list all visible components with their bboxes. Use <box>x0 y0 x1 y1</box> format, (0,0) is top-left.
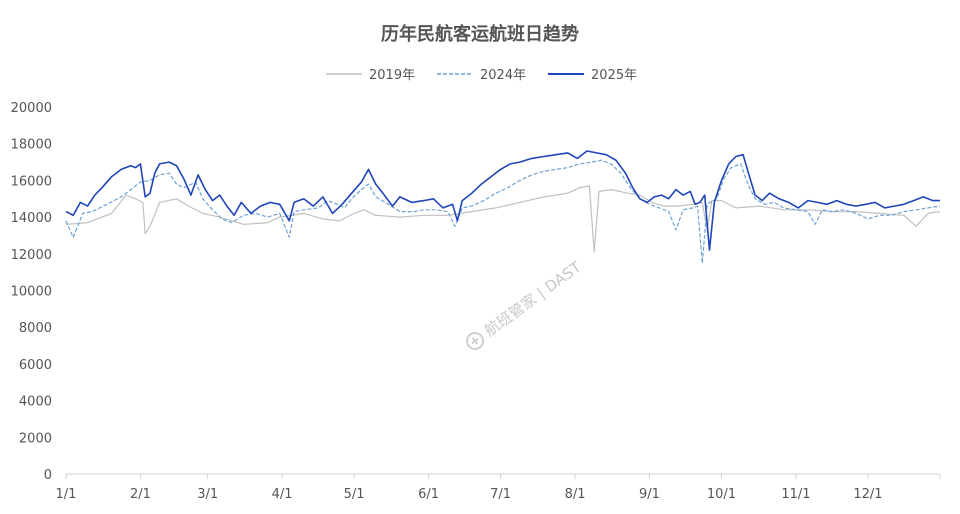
x-tick-label: 5/1 <box>344 487 365 502</box>
y-tick-label: 10000 <box>11 285 52 300</box>
chart-title: 历年民航客运航班日趋势 <box>381 23 579 45</box>
x-tick-label: 6/1 <box>418 487 439 502</box>
legend-label: 2025年 <box>591 68 637 83</box>
y-tick-label: 12000 <box>11 248 52 263</box>
y-tick-label: 14000 <box>11 211 52 226</box>
y-axis: 0 2000 4000 6000 8000 10000 12000 14000 16000 180… <box>11 101 52 483</box>
plane-icon <box>471 337 479 345</box>
legend: 2019年 2024年 2025年 <box>326 68 637 83</box>
series-line-2025年 <box>65 150 940 251</box>
legend-label: 2024年 <box>480 68 526 83</box>
x-tick-label: 7/1 <box>490 487 511 502</box>
x-tick-label: 10/1 <box>707 487 736 502</box>
y-tick-label: 16000 <box>11 174 52 189</box>
y-tick-label: 4000 <box>19 395 52 410</box>
x-tick-label: 12/1 <box>853 487 882 502</box>
y-tick-label: 0 <box>44 468 52 483</box>
x-tick-label: 4/1 <box>272 487 293 502</box>
watermark: 航班管家 | DAST <box>466 257 585 350</box>
x-tick-label: 3/1 <box>197 487 218 502</box>
x-tick-label: 9/1 <box>639 487 660 502</box>
watermark-text: 航班管家 | DAST <box>481 257 585 340</box>
y-tick-label: 2000 <box>19 431 52 446</box>
y-tick-label: 20000 <box>11 101 52 116</box>
y-tick-label: 6000 <box>19 358 52 373</box>
series-layer <box>65 150 941 264</box>
x-tick-label: 2/1 <box>130 487 151 502</box>
y-tick-label: 8000 <box>19 321 52 336</box>
x-axis: 1/1 2/1 3/1 4/1 5/1 6/1 7/1 8/1 9/1 10/1 11/1 12/1 <box>56 473 941 502</box>
series-line-2024年 <box>65 159 941 264</box>
series-line-2019年 <box>65 185 941 253</box>
x-tick-label: 8/1 <box>565 487 586 502</box>
x-tick-label: 1/1 <box>56 487 77 502</box>
y-tick-label: 18000 <box>11 138 52 153</box>
watermark-logo-icon <box>466 331 485 350</box>
x-tick-label: 11/1 <box>781 487 810 502</box>
legend-label: 2019年 <box>369 68 415 83</box>
